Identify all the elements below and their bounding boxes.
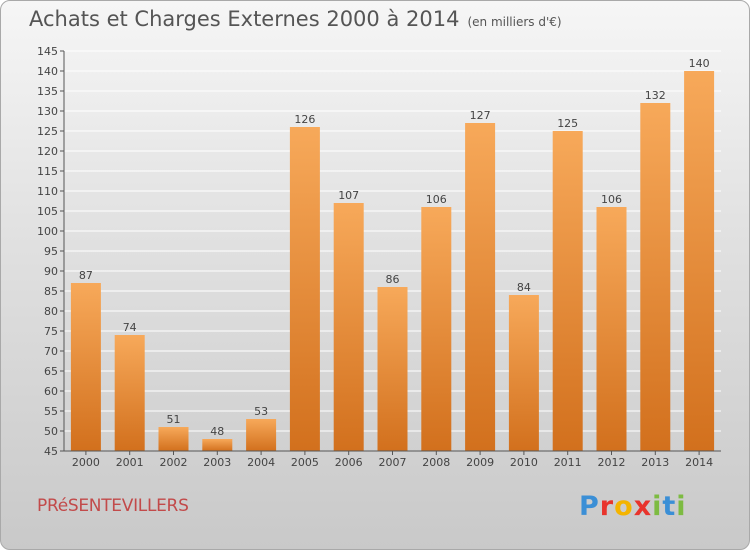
y-tick-label: 145	[37, 45, 58, 58]
data-label: 107	[338, 189, 359, 202]
data-label: 127	[470, 109, 491, 122]
y-tick-label: 45	[44, 445, 58, 458]
data-label: 51	[167, 413, 181, 426]
logo-letter: i	[652, 491, 663, 522]
logo-letter: x	[633, 491, 653, 522]
data-label: 84	[517, 281, 531, 294]
logo-letter: t	[662, 491, 677, 522]
bar	[684, 71, 715, 451]
bar	[70, 283, 101, 451]
bar	[552, 131, 583, 451]
y-tick-label: 115	[37, 165, 58, 178]
title-text: Achats et Charges Externes 2000 à 2014	[29, 7, 460, 31]
x-tick-label: 2001	[116, 456, 144, 469]
y-tick-label: 90	[44, 265, 58, 278]
logo-letter: P	[579, 491, 600, 522]
data-label: 126	[294, 113, 315, 126]
data-label: 106	[426, 193, 447, 206]
x-tick-label: 2008	[422, 456, 450, 469]
x-tick-label: 2007	[379, 456, 407, 469]
x-tick-label: 2003	[203, 456, 231, 469]
bar	[289, 127, 320, 451]
data-label: 87	[79, 269, 93, 282]
x-tick-label: 2004	[247, 456, 275, 469]
y-tick-label: 70	[44, 345, 58, 358]
y-tick-label: 140	[37, 65, 58, 78]
x-tick-label: 2011	[554, 456, 582, 469]
data-label: 140	[689, 57, 710, 70]
x-tick-label: 2013	[641, 456, 669, 469]
x-tick-label: 2002	[160, 456, 188, 469]
y-tick-label: 135	[37, 85, 58, 98]
y-tick-label: 110	[37, 185, 58, 198]
y-tick-label: 105	[37, 205, 58, 218]
y-tick-label: 125	[37, 125, 58, 138]
bar	[246, 419, 277, 451]
data-label: 132	[645, 89, 666, 102]
y-tick-label: 75	[44, 325, 58, 338]
bar	[202, 439, 233, 451]
y-tick-label: 100	[37, 225, 58, 238]
bars: 87 74 51 48 53 126 107 86 106 127 84 125 106 132 140	[70, 57, 715, 451]
x-tick-label: 2014	[685, 456, 713, 469]
proxiti-logo: Proxiti	[579, 491, 687, 522]
x-tick-label: 2006	[335, 456, 363, 469]
y-tick-label: 130	[37, 105, 58, 118]
y-tick-label: 95	[44, 245, 58, 258]
bar	[333, 203, 364, 451]
data-label: 106	[601, 193, 622, 206]
axes: 45 50 55 60 65 70 75 80 85 90 95 100 105 110 115 120 125…	[37, 45, 721, 469]
logo-letter: i	[676, 491, 687, 522]
logo-letter: o	[614, 491, 634, 522]
x-tick-label: 2010	[510, 456, 538, 469]
bar	[640, 103, 671, 451]
y-tick-label: 80	[44, 305, 58, 318]
data-label: 125	[557, 117, 578, 130]
bar	[465, 123, 496, 451]
y-tick-label: 50	[44, 425, 58, 438]
bar	[158, 427, 189, 451]
bar	[596, 207, 627, 451]
y-tick-label: 55	[44, 405, 58, 418]
y-tick-label: 85	[44, 285, 58, 298]
bar	[421, 207, 452, 451]
logo-letter: r	[599, 491, 615, 522]
data-label: 74	[123, 321, 137, 334]
data-label: 53	[254, 405, 268, 418]
unit-text: (en milliers d'€)	[467, 15, 562, 29]
x-tick-label: 2005	[291, 456, 319, 469]
x-tick-label: 2000	[72, 456, 100, 469]
bar	[508, 295, 539, 451]
bar	[114, 335, 145, 451]
y-tick-label: 120	[37, 145, 58, 158]
x-tick-label: 2012	[598, 456, 626, 469]
data-label: 86	[386, 273, 400, 286]
y-tick-label: 65	[44, 365, 58, 378]
data-label: 48	[210, 425, 224, 438]
x-tick-label: 2009	[466, 456, 494, 469]
y-tick-label: 60	[44, 385, 58, 398]
chart-title: Achats et Charges Externes 2000 à 2014 (e…	[29, 7, 562, 31]
commune-name: PRéSENTEVILLERS	[37, 496, 189, 516]
bar	[377, 287, 408, 451]
